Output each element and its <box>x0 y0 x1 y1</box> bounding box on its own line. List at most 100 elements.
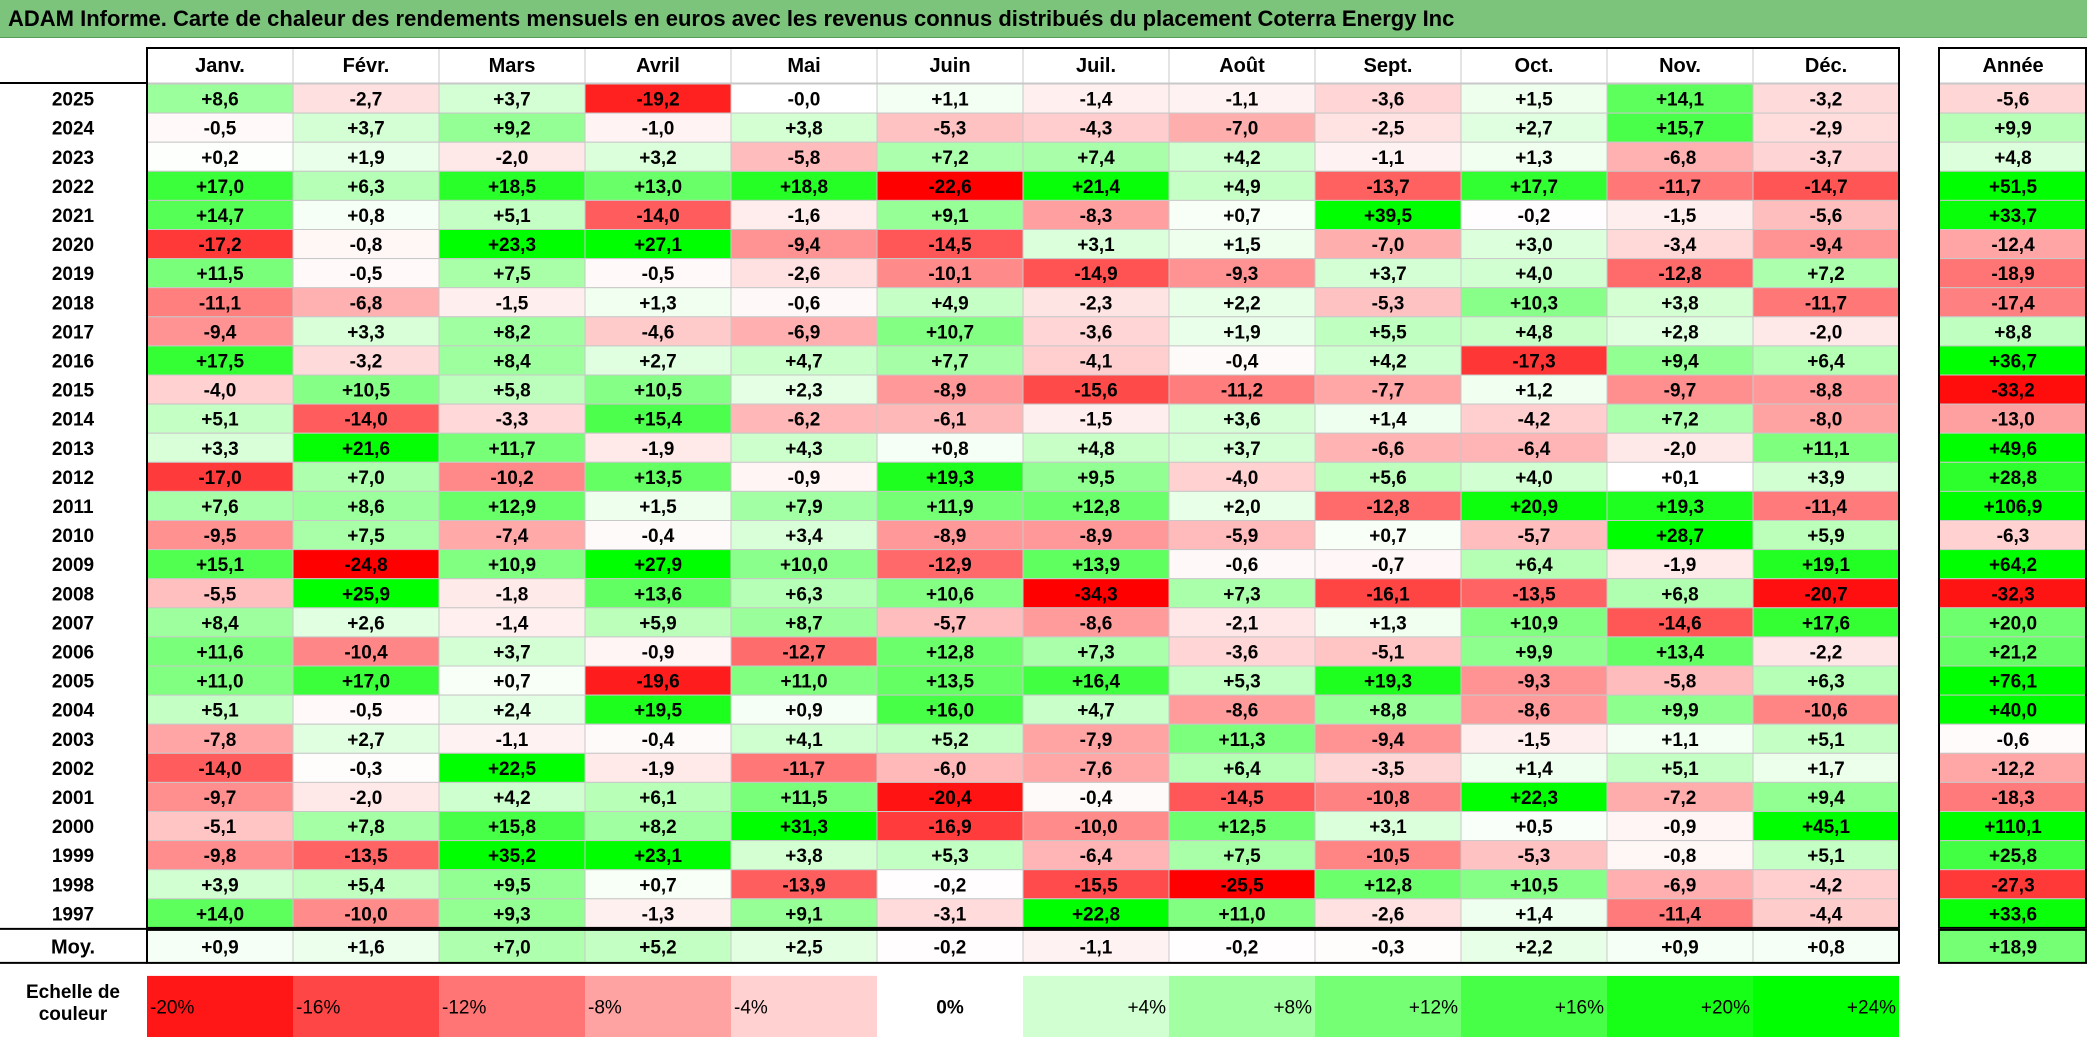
heatmap-value-cell <box>1606 287 1754 318</box>
annual-value: +110,1 <box>1984 817 2042 838</box>
heatmap-value: -10,0 <box>1074 817 1117 838</box>
heatmap-value: -11,1 <box>199 293 242 314</box>
heatmap-value: +3,8 <box>785 119 823 140</box>
heatmap-value-cell <box>876 229 1024 260</box>
heatmap-value-cell <box>584 636 732 667</box>
heatmap-value-cell <box>584 432 732 463</box>
heatmap-value-cell <box>1460 287 1608 318</box>
heatmap-value: -9,3 <box>1518 672 1551 693</box>
heatmap-value: +5,9 <box>639 613 677 634</box>
heatmap-value-cell <box>1752 869 1900 900</box>
heatmap-value: +19,5 <box>634 701 683 722</box>
heatmap-value: -15,6 <box>1074 381 1117 402</box>
heatmap-value: +10,9 <box>488 555 536 576</box>
heatmap-value-cell <box>1314 199 1462 230</box>
scale-stop-label: -20% <box>150 997 194 1018</box>
heatmap-value: -11,7 <box>1659 177 1701 198</box>
heatmap-value-cell <box>292 316 440 347</box>
heatmap-value: +16,0 <box>926 701 974 722</box>
heatmap-value-cell <box>1606 199 1754 230</box>
annual-value: +33,6 <box>1989 904 2037 925</box>
annual-value-cell <box>1938 869 2087 900</box>
heatmap-value-cell <box>1460 316 1608 347</box>
heatmap-value-cell <box>730 752 878 783</box>
month-header-cell <box>876 47 1024 84</box>
heatmap-value-cell <box>438 432 586 463</box>
heatmap-value-cell <box>292 490 440 521</box>
month-header-cell <box>438 47 586 84</box>
heatmap-value-cell <box>1752 229 1900 260</box>
heatmap-value: -19,2 <box>636 90 679 111</box>
heatmap-value: -16,9 <box>928 817 971 838</box>
row-year-label: 2002 <box>52 759 94 780</box>
heatmap-value-cell <box>584 229 732 260</box>
heatmap-value: +0,5 <box>1515 817 1553 838</box>
heatmap-value: -2,0 <box>1664 439 1697 460</box>
page-title: ADAM Informe. Carte de chaleur des rende… <box>8 6 1455 31</box>
row-year-label: 2004 <box>52 701 95 722</box>
heatmap-value: +5,3 <box>1223 672 1261 693</box>
heatmap-value: -5,8 <box>1664 672 1697 693</box>
heatmap-value: -14,0 <box>198 759 241 780</box>
heatmap-value: +0,8 <box>931 439 969 460</box>
scale-swatch <box>585 975 731 1037</box>
heatmap-value: +7,9 <box>785 497 823 518</box>
annual-value-cell <box>1938 432 2087 463</box>
heatmap-value: +8,2 <box>639 817 677 838</box>
heatmap-value-cell <box>292 752 440 783</box>
heatmap-value-cell <box>1022 258 1170 289</box>
heatmap-value-cell <box>438 723 586 754</box>
heatmap-value-cell <box>1168 170 1316 201</box>
row-year-label: 2025 <box>52 90 95 111</box>
scale-stop-label: +24% <box>1847 997 1896 1018</box>
heatmap-value: +27,1 <box>634 235 683 256</box>
annual-value-cell <box>1938 83 2087 114</box>
heatmap-value-cell <box>876 520 1024 551</box>
annual-value-cell <box>1938 141 2087 172</box>
heatmap-value: -9,7 <box>1664 381 1697 402</box>
heatmap-value: +7,3 <box>1223 584 1261 605</box>
heatmap-value: -6,9 <box>1664 875 1697 896</box>
heatmap-value-cell <box>1460 869 1608 900</box>
heatmap-value-cell <box>1022 811 1170 842</box>
heatmap-value-cell <box>146 898 294 929</box>
scale-label-line2: couleur <box>39 1004 108 1025</box>
heatmap-value-cell <box>876 898 1024 929</box>
heatmap-value: -6,1 <box>934 410 967 431</box>
heatmap-value: +0,7 <box>1223 206 1261 227</box>
heatmap-value: -8,6 <box>1226 701 1259 722</box>
heatmap-value-cell <box>438 869 586 900</box>
heatmap-value-cell <box>1606 141 1754 172</box>
heatmap-value: +1,9 <box>347 148 385 169</box>
month-header: Août <box>1219 55 1265 77</box>
heatmap-value: -6,4 <box>1518 439 1551 460</box>
heatmap-value: -3,6 <box>1372 90 1405 111</box>
heatmap-value-cell <box>1168 403 1316 434</box>
heatmap-value-cell <box>1168 199 1316 230</box>
annual-value: +64,2 <box>1989 555 2037 576</box>
row-year-label: 2000 <box>52 817 94 838</box>
heatmap-value-cell <box>584 199 732 230</box>
heatmap-value: -1,9 <box>642 439 675 460</box>
heatmap-value: -4,3 <box>1080 119 1113 140</box>
heatmap-value: +11,5 <box>196 264 243 285</box>
row-year-label: 2009 <box>52 555 94 576</box>
annual-value-cell <box>1938 898 2087 929</box>
heatmap-value: +7,5 <box>347 526 385 547</box>
heatmap-value-cell <box>1168 374 1316 405</box>
heatmap-value: -10,6 <box>1804 701 1847 722</box>
heatmap-value: -3,3 <box>496 410 529 431</box>
heatmap-value: +5,3 <box>931 846 969 867</box>
heatmap-value: +11,6 <box>196 642 243 663</box>
heatmap-value-cell <box>1460 723 1608 754</box>
heatmap-value: -6,0 <box>934 759 967 780</box>
heatmap-value-cell <box>1314 723 1462 754</box>
heatmap-value: +2,7 <box>639 351 677 372</box>
heatmap-value-cell <box>1022 549 1170 580</box>
heatmap-value: +11,0 <box>780 672 827 693</box>
annual-value: -27,3 <box>1991 875 2034 896</box>
heatmap-value-cell <box>1022 199 1170 230</box>
heatmap-value: -10,4 <box>344 642 388 663</box>
annual-value-cell <box>1938 840 2087 871</box>
annual-value: +106,9 <box>1984 497 2043 518</box>
